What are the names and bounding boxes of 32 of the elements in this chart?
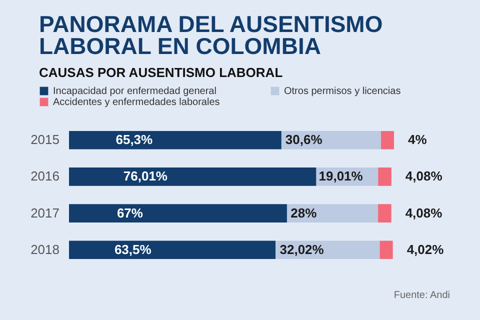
bar [281, 130, 381, 150]
data-label: 30,6% [285, 132, 323, 148]
data-label: 4% [408, 132, 428, 148]
bar [69, 168, 316, 186]
bar [286, 204, 378, 222]
bar [378, 204, 392, 222]
bar [380, 130, 394, 150]
data-label: 65,3% [116, 132, 154, 148]
data-label: 4,02% [406, 242, 444, 257]
bar [69, 130, 282, 150]
chart-title: PANORAMA DEL AUSENTISMO LABORAL EN COLOMBIA [39, 11, 383, 59]
y-tick-label: 2018 [30, 242, 60, 257]
data-label: 76,01% [123, 168, 168, 184]
chart-subtitle: CAUSAS POR AUSENTISMO LABORAL [39, 65, 283, 80]
data-label: 28% [290, 205, 318, 220]
y-tick-label: 2016 [30, 168, 60, 184]
data-label: 32,02% [280, 242, 324, 257]
data-label: 4,08% [405, 205, 443, 220]
legend-label: Incapacidad por enfermedad general [53, 86, 216, 97]
data-label: 63,5% [114, 242, 152, 257]
bar [380, 240, 393, 260]
data-label: 67% [116, 205, 144, 220]
data-label: 19,01% [318, 168, 364, 184]
bar [69, 204, 287, 222]
bar [69, 240, 276, 260]
bar [378, 168, 392, 186]
y-tick-label: 2015 [30, 132, 60, 148]
legend-label: Otros permisos y licencias [284, 86, 401, 97]
source-note: Fuente: Andi [394, 290, 450, 301]
legend-label: Accidentes y enfermedades laborales [53, 97, 220, 108]
data-label: 4,08% [405, 168, 443, 184]
y-tick-label: 2017 [30, 205, 60, 220]
